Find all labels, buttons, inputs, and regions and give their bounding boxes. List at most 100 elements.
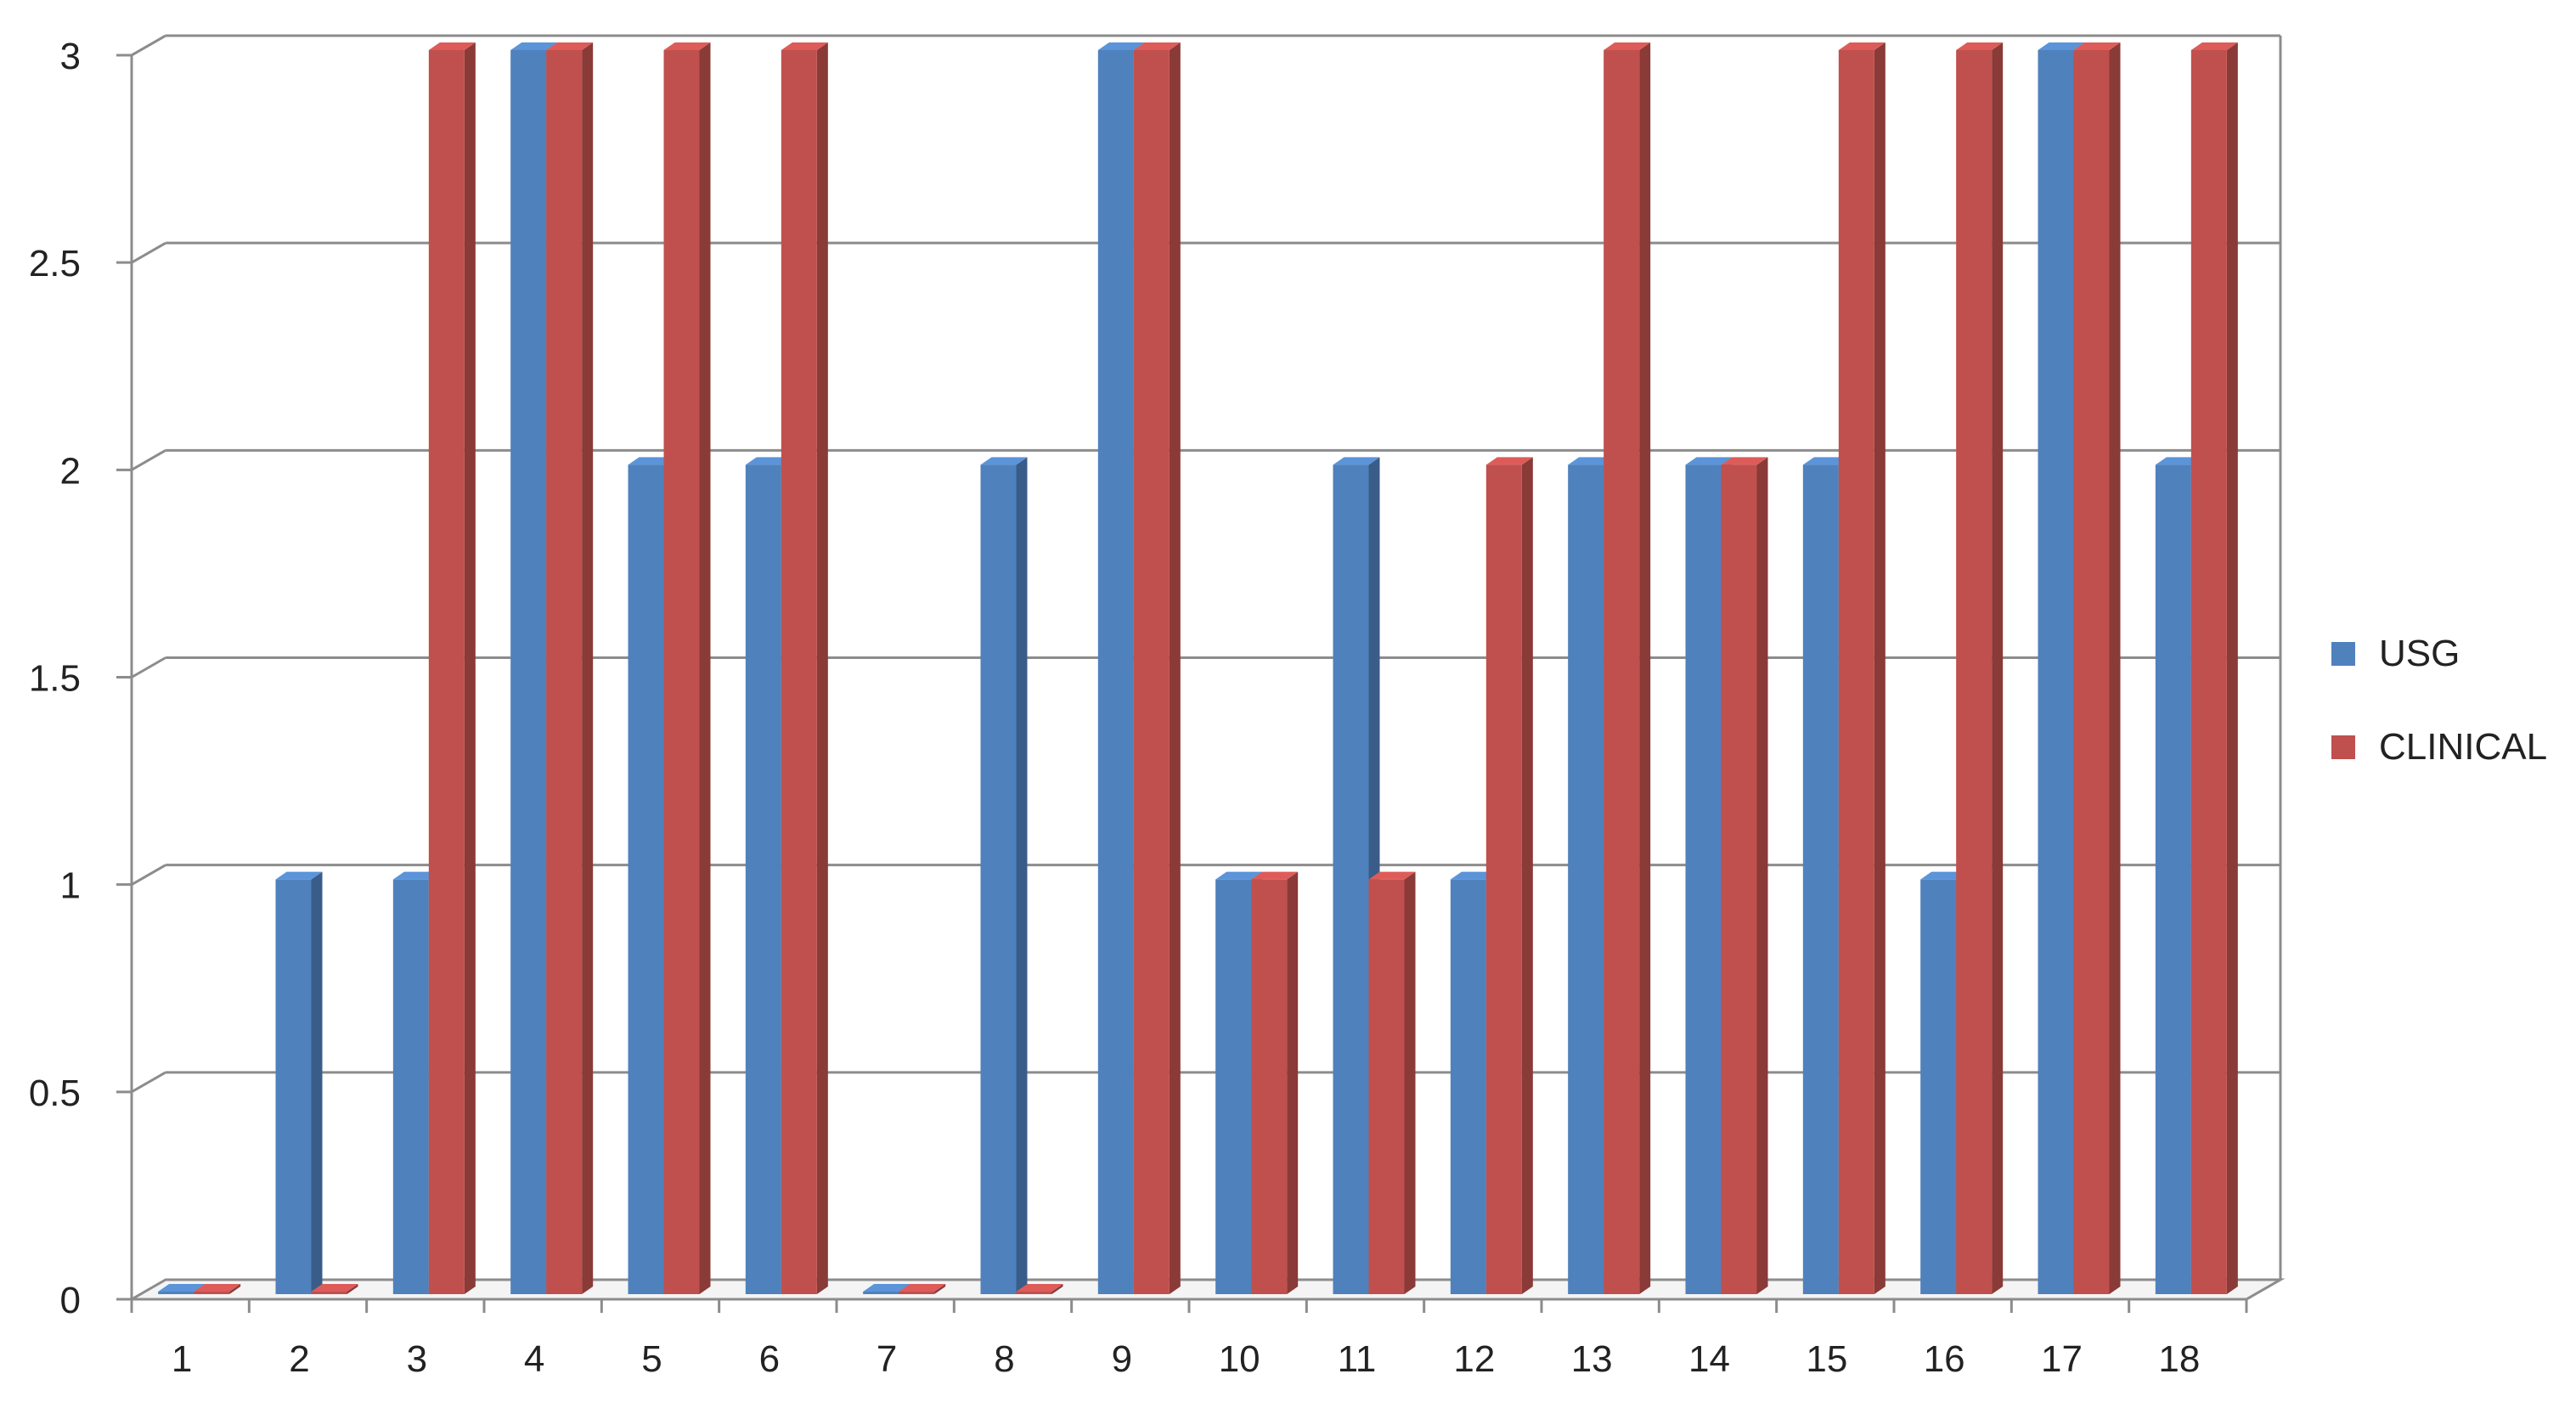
- bar-front: [311, 1292, 347, 1294]
- bar-clinical-13: [1604, 42, 1651, 1294]
- bar-clinical-1: [194, 1284, 241, 1294]
- bar-clinical-12: [1485, 457, 1533, 1294]
- bar-front: [1721, 465, 1757, 1294]
- gridline-diagonal: [131, 656, 166, 678]
- y-tick-label: 0.5: [29, 1073, 81, 1114]
- x-tick-label: 7: [877, 1338, 897, 1380]
- bar-front: [546, 50, 583, 1294]
- bar-clinical-7: [899, 1284, 946, 1294]
- bar-front: [275, 879, 312, 1294]
- y-tick-label: 3: [60, 36, 81, 77]
- bar-top: [2190, 42, 2238, 50]
- bar-top: [899, 1284, 946, 1292]
- bar-front: [1215, 879, 1252, 1294]
- x-tick-label: 11: [1338, 1338, 1377, 1380]
- bar-top: [745, 457, 792, 465]
- gridline-diagonal: [131, 34, 166, 57]
- bar-clinical-10: [1251, 871, 1299, 1294]
- bar-front: [158, 1292, 194, 1294]
- x-tick-label: 14: [1688, 1338, 1730, 1380]
- bar-top: [1802, 457, 1850, 465]
- bar-top: [1333, 457, 1380, 465]
- bar-usg-8: [980, 457, 1028, 1294]
- bar-clinical-8: [1016, 1284, 1063, 1294]
- bar-front: [1251, 879, 1288, 1294]
- x-tick-label: 17: [2041, 1338, 2083, 1380]
- bar-clinical-3: [428, 42, 476, 1294]
- bar-front: [863, 1292, 899, 1294]
- bar-front: [428, 50, 465, 1294]
- bar-top: [158, 1284, 206, 1292]
- bar-top: [980, 457, 1028, 465]
- x-tick-label: 8: [994, 1338, 1014, 1380]
- bar-front: [1802, 465, 1839, 1294]
- bar-front: [510, 50, 547, 1294]
- bar-usg-2: [275, 871, 323, 1294]
- bar-front: [1485, 465, 1522, 1294]
- bar-top: [1568, 457, 1615, 465]
- bar-clinical-11: [1368, 871, 1416, 1294]
- bar-front: [663, 50, 700, 1294]
- bar-side: [229, 1284, 241, 1294]
- bar-top: [428, 42, 476, 50]
- x-tick-label: 18: [2158, 1338, 2200, 1380]
- x-tick-label: 3: [407, 1338, 427, 1380]
- bar-front: [194, 1292, 230, 1294]
- bar-top: [1215, 871, 1263, 880]
- bar-side: [1169, 42, 1181, 1294]
- legend-swatch-usg: [2331, 642, 2355, 666]
- bar-front: [2190, 50, 2227, 1294]
- bar-front: [1685, 465, 1722, 1294]
- x-tick-label: 13: [1571, 1338, 1613, 1380]
- bar-side: [1639, 42, 1651, 1294]
- gridline-diagonal: [131, 449, 166, 471]
- bar-front: [980, 465, 1017, 1294]
- bar-top: [863, 1284, 910, 1292]
- bar-side: [582, 42, 594, 1294]
- bar-top: [1721, 457, 1768, 465]
- bar-top: [1251, 871, 1299, 880]
- legend-swatch-clinical: [2331, 735, 2355, 759]
- bar-front: [899, 1292, 935, 1294]
- bar-top: [311, 1284, 358, 1292]
- x-tick-label: 6: [759, 1338, 780, 1380]
- bar-front: [1133, 50, 1170, 1294]
- bar-front: [1568, 465, 1604, 1294]
- bar-top: [628, 457, 675, 465]
- gridline-diagonal: [131, 1071, 166, 1094]
- bar-side: [1016, 457, 1028, 1294]
- bar-clinical-9: [1133, 42, 1181, 1294]
- bar-side: [1051, 1284, 1063, 1294]
- bar-clinical-15: [1838, 42, 1885, 1294]
- bar-usg-17: [2038, 42, 2085, 1294]
- x-tick-label: 12: [1453, 1338, 1495, 1380]
- bar-front: [1368, 879, 1405, 1294]
- x-tick-label: 4: [524, 1338, 544, 1380]
- bar-front: [628, 465, 664, 1294]
- y-tick-label: 1.5: [29, 658, 81, 700]
- bar-side: [464, 42, 476, 1294]
- bar-top: [1838, 42, 1885, 50]
- y-tick-label: 2.5: [29, 243, 81, 284]
- bar-front: [1956, 50, 1993, 1294]
- bar-side: [1287, 871, 1299, 1294]
- bar-clinical-16: [1956, 42, 2004, 1294]
- bar-top: [1368, 871, 1416, 880]
- bar-top: [1133, 42, 1181, 50]
- x-axis-ticks: 1 2 3 4 5 6 7 8 9 10 11 12 13 14 15 16 17 18: [130, 1299, 2248, 1380]
- bar-clinical-2: [311, 1284, 358, 1294]
- bar-front: [745, 465, 781, 1294]
- bar-top: [194, 1284, 241, 1292]
- bar-clinical-4: [546, 42, 594, 1294]
- bar-top: [1097, 42, 1145, 50]
- bar-top: [510, 42, 558, 50]
- bar-front: [1016, 1292, 1052, 1294]
- bar-top: [2038, 42, 2085, 50]
- bar-side: [1756, 457, 1768, 1294]
- bar-top: [392, 871, 440, 880]
- x-tick-label: 1: [172, 1338, 192, 1380]
- bar-top: [2155, 457, 2202, 465]
- legend: USG CLINICAL: [2331, 633, 2547, 768]
- bar-front: [2038, 50, 2074, 1294]
- bar-top: [1485, 457, 1533, 465]
